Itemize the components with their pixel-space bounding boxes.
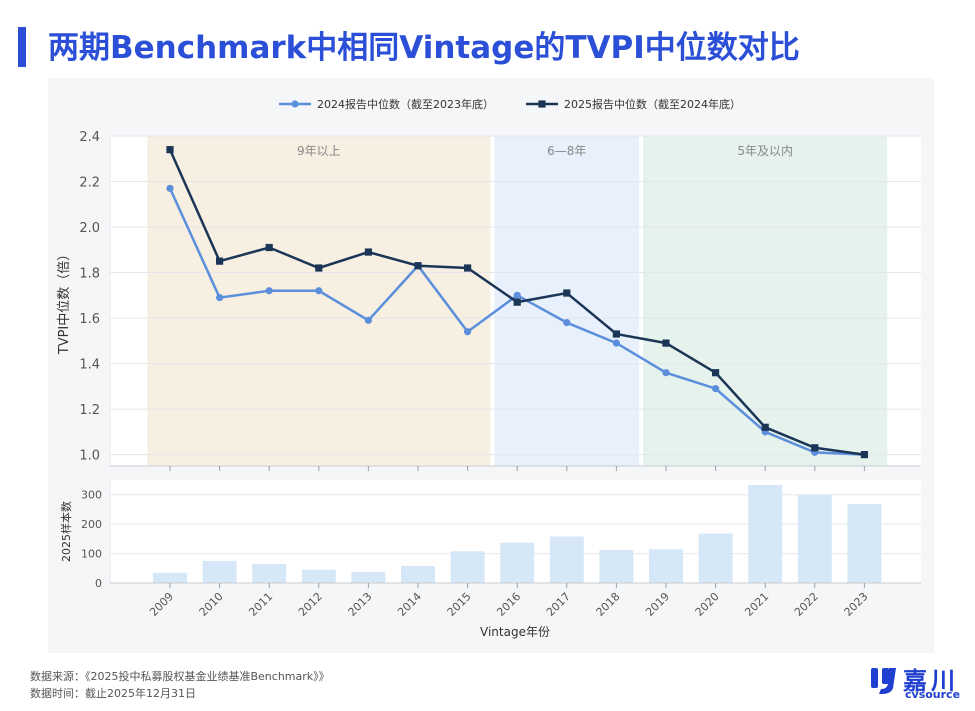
sample-bar (153, 572, 187, 583)
data-source-note: 数据来源：《2025投中私募股权基金业绩基准Benchmark》》 (30, 670, 330, 683)
bar-y-axis-label: 2025样本数 (59, 501, 73, 562)
sample-bar (847, 504, 882, 583)
logo-text-en: cvsource (905, 688, 961, 701)
series-point-2025 (414, 262, 422, 270)
series-point-2025 (166, 146, 174, 154)
series-point-2025 (216, 257, 224, 265)
logo-mark-icon (871, 668, 896, 694)
series-point-2024 (216, 293, 224, 302)
legend-swatch-marker (291, 100, 299, 108)
line-y-tick-label: 2.0 (79, 221, 100, 236)
series-point-2025 (464, 264, 472, 272)
x-tick-label: 2018 (594, 590, 623, 619)
line-y-tick-label: 1.8 (79, 267, 100, 282)
line-y-tick-label: 2.4 (79, 130, 100, 145)
x-tick-label: 2021 (742, 590, 771, 619)
series-point-2025 (811, 444, 819, 452)
x-tick-label: 2015 (445, 590, 474, 619)
bar-y-tick-label: 200 (81, 518, 102, 531)
sample-bar (202, 560, 237, 583)
cvsource-logo: 嘉川 cvsource (869, 663, 964, 703)
line-y-tick-label: 1.0 (79, 449, 100, 464)
sample-bar (401, 565, 435, 583)
series-point-2024 (464, 328, 472, 336)
band-0 (147, 136, 491, 466)
series-point-2025 (761, 423, 769, 431)
sample-bar (549, 536, 584, 583)
series-point-2024 (166, 184, 174, 192)
series-point-2025 (563, 289, 571, 297)
series-point-2024 (315, 287, 323, 295)
x-tick-label: 2017 (544, 590, 573, 619)
logo-text-cn: 嘉川 (903, 667, 959, 695)
legend-label: 2024报告中位数（截至2023年底） (317, 97, 494, 111)
sample-bar (351, 571, 386, 583)
series-point-2025 (364, 248, 372, 256)
bar-y-tick-label: 0 (95, 577, 102, 590)
chart-panel: 9年以上 6—8年 5年及以内 2.4 2.2 2.0 1.8 1.6 1.4 1.2 1.0 TVP… (48, 78, 934, 653)
series-point-2024 (662, 369, 670, 377)
series-point-2025 (315, 264, 323, 272)
series-point-2024 (265, 287, 273, 295)
series-point-2024 (563, 319, 571, 327)
sample-bar (698, 533, 733, 583)
x-tick-label: 2020 (693, 590, 722, 619)
band-label: 9年以上 (297, 144, 341, 158)
x-tick-label: 2014 (395, 590, 424, 619)
line-y-tick-label: 1.4 (79, 358, 100, 373)
sample-bar (649, 549, 683, 583)
series-point-2024 (712, 385, 720, 393)
sample-bar (599, 550, 634, 583)
band-label: 5年及以内 (737, 144, 793, 158)
x-tick-label: 2013 (346, 590, 375, 619)
title-accent-bar (18, 27, 26, 67)
series-point-2025 (860, 451, 868, 459)
x-axis-label: Vintage年份 (480, 625, 550, 639)
chart-svg: 9年以上 6—8年 5年及以内 2.4 2.2 2.0 1.8 1.6 1.4 1.2 1.0 TVP… (57, 97, 921, 639)
x-tick-label: 2016 (494, 590, 523, 619)
x-tick-label: 2011 (246, 590, 275, 619)
series-point-2025 (712, 369, 720, 377)
line-y-tick-label: 2.2 (79, 176, 100, 191)
x-tick-label: 2019 (643, 590, 672, 619)
x-tick-label: 2023 (842, 590, 871, 619)
sample-bar (301, 569, 336, 583)
series-point-2024 (612, 339, 621, 347)
band-2 (643, 136, 888, 466)
series-point-2025 (612, 330, 620, 338)
series-point-2025 (513, 298, 521, 306)
data-date-note: 数据时间：截止2025年12月31日 (30, 687, 196, 700)
sample-bar (748, 485, 783, 583)
bar-y-tick-label: 300 (81, 489, 102, 502)
series-point-2024 (513, 291, 521, 299)
sample-bar (500, 542, 535, 583)
line-y-tick-label: 1.2 (79, 403, 100, 418)
series-point-2025 (265, 243, 273, 252)
line-y-axis-label: TVPI中位数（倍） (57, 248, 72, 356)
x-tick-label: 2010 (197, 590, 226, 619)
legend-swatch-marker (538, 100, 546, 108)
band-label: 6—8年 (547, 144, 586, 158)
sample-bar (450, 551, 485, 583)
line-y-tick-label: 1.6 (79, 312, 100, 327)
x-tick-label: 2022 (792, 590, 821, 619)
series-point-2024 (364, 316, 372, 324)
series-point-2025 (662, 339, 670, 347)
x-tick-label: 2012 (296, 590, 325, 619)
x-tick-label: 2009 (147, 590, 176, 619)
sample-bar (252, 563, 287, 583)
bar-y-tick-label: 100 (81, 548, 102, 561)
page-title: 两期Benchmark中相同Vintage的TVPI中位数对比 (48, 30, 800, 66)
legend-label: 2025报告中位数（截至2024年底） (564, 97, 741, 111)
sample-bar (797, 494, 832, 583)
